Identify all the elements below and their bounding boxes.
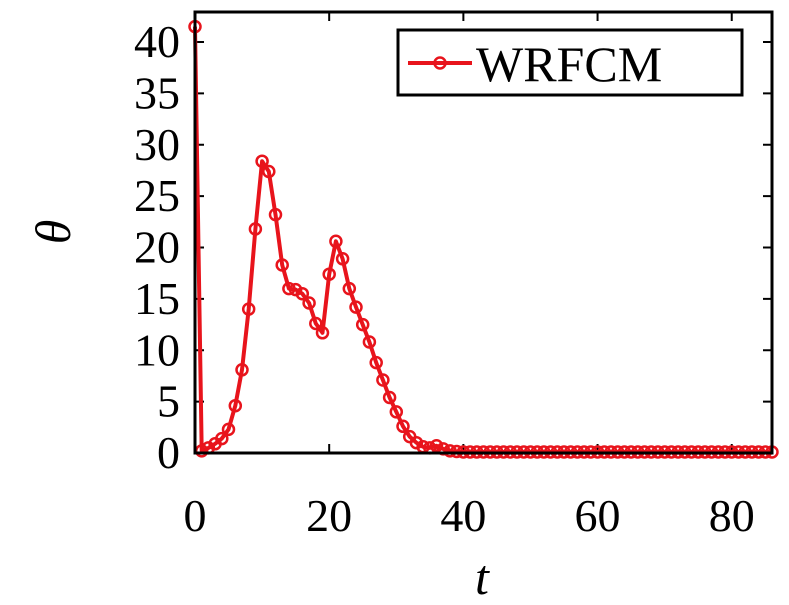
y-tick-label: 35 bbox=[134, 67, 180, 118]
plot-frame bbox=[193, 10, 774, 455]
data-point bbox=[382, 390, 397, 405]
y-tick-label: 5 bbox=[157, 376, 180, 427]
data-point bbox=[241, 302, 256, 316]
x-tick-label: 60 bbox=[575, 490, 621, 541]
x-axis-title: t bbox=[475, 549, 490, 605]
data-point bbox=[376, 373, 390, 387]
data-point bbox=[315, 326, 330, 340]
data-point bbox=[335, 252, 350, 266]
y-axis-title: θ bbox=[25, 220, 81, 245]
data-point bbox=[362, 335, 377, 349]
data-point bbox=[295, 286, 310, 301]
data-point bbox=[221, 422, 236, 437]
data-point bbox=[228, 398, 243, 413]
data-point bbox=[389, 405, 404, 419]
data-point bbox=[322, 267, 336, 281]
y-tick-label: 30 bbox=[134, 119, 180, 170]
x-axis-ticks: 0 20 40 60 80 bbox=[184, 12, 755, 541]
x-tick-label: 80 bbox=[709, 490, 755, 541]
data-point bbox=[275, 258, 289, 272]
y-tick-label: 20 bbox=[134, 222, 180, 273]
data-point bbox=[309, 316, 323, 331]
data-point bbox=[248, 222, 263, 236]
data-point bbox=[342, 281, 357, 296]
data-point bbox=[235, 363, 249, 377]
data-point bbox=[443, 444, 457, 458]
x-tick-label: 40 bbox=[440, 490, 486, 541]
data-point bbox=[215, 431, 229, 446]
data-point bbox=[255, 154, 269, 168]
y-tick-label: 10 bbox=[134, 324, 180, 375]
data-point bbox=[302, 296, 316, 310]
data-point bbox=[355, 317, 370, 332]
y-tick-label: 15 bbox=[134, 273, 180, 324]
data-point bbox=[429, 439, 444, 453]
x-tick-label: 0 bbox=[184, 490, 207, 541]
data-point bbox=[262, 164, 276, 179]
data-point bbox=[369, 355, 383, 370]
data-point bbox=[329, 234, 343, 249]
data-point bbox=[396, 419, 410, 434]
data-point bbox=[349, 300, 363, 314]
legend-marker bbox=[433, 56, 447, 70]
x-tick-label: 20 bbox=[306, 490, 352, 541]
data-point bbox=[268, 207, 283, 222]
y-tick-label: 0 bbox=[157, 427, 180, 478]
y-tick-label: 40 bbox=[134, 16, 180, 67]
legend: WRFCM bbox=[396, 28, 744, 97]
data-point bbox=[282, 281, 296, 296]
legend-label: WRFCM bbox=[476, 36, 662, 92]
y-tick-label: 25 bbox=[134, 170, 180, 221]
